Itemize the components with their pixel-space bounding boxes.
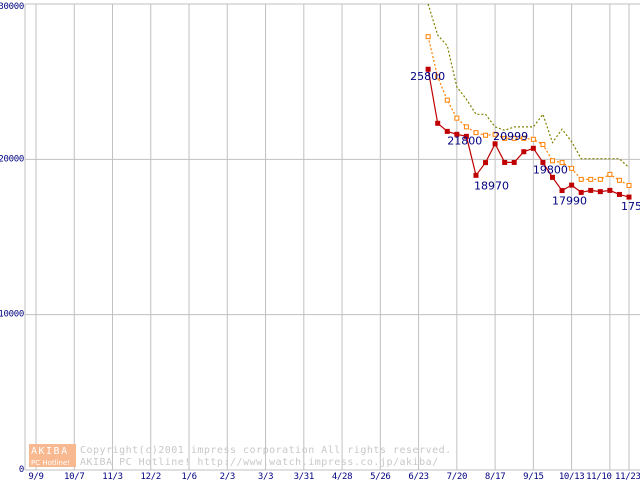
data-point-min: [454, 131, 460, 137]
x-tick-label: 12/2: [141, 472, 161, 480]
y-tick-label: 10000: [0, 310, 24, 320]
data-point-min: [483, 160, 489, 166]
data-point-average: [616, 177, 622, 183]
data-point-min: [626, 194, 632, 200]
data-point-average: [473, 130, 479, 136]
data-point-average: [540, 142, 546, 148]
data-point-min: [559, 188, 565, 194]
x-tick-label: 1/6: [181, 472, 196, 480]
x-tick-label: 10/13: [559, 472, 585, 480]
series: [425, 3, 632, 200]
y-tick-label: 0: [19, 465, 24, 475]
y-tick-label: 20000: [0, 154, 24, 164]
data-point-min: [425, 66, 431, 72]
data-point-min: [597, 189, 603, 195]
data-point-min: [435, 120, 441, 126]
data-point-min: [521, 149, 527, 155]
data-point-min: [511, 159, 517, 165]
data-point-average: [597, 176, 603, 182]
x-tick-label: 5/26: [370, 472, 390, 480]
series-line-min: [427, 69, 630, 198]
logo-top-bg: [29, 444, 76, 456]
data-point-min: [502, 159, 508, 165]
x-tick-label: 3/31: [294, 472, 314, 480]
data-point-average: [569, 165, 575, 171]
data-point-min: [492, 141, 498, 147]
data-label: 20999: [493, 130, 528, 143]
series-line-max: [427, 3, 630, 169]
logo-bottom-text: PC Hotline!: [31, 459, 70, 467]
data-point-min: [473, 172, 479, 178]
data-point-average: [492, 131, 498, 137]
data-point-average: [521, 135, 527, 141]
x-tick-label: 11/3: [102, 472, 122, 480]
x-tick-label: 10/7: [64, 472, 84, 480]
data-point-average: [578, 176, 584, 182]
x-tick-label: 11/10: [586, 472, 612, 480]
data-point-average: [530, 136, 536, 142]
data-point-min: [588, 187, 594, 193]
data-point-average: [435, 74, 441, 80]
data-point-average: [588, 176, 594, 182]
data-point-average: [559, 160, 565, 166]
grid: [24, 3, 640, 471]
x-tick-label: 9/15: [523, 472, 543, 480]
data-point-average: [425, 34, 431, 40]
data-point-average: [444, 97, 450, 103]
data-point-min: [616, 191, 622, 197]
x-tick-label: 11/23: [615, 472, 640, 480]
data-point-average: [463, 124, 469, 130]
data-point-min: [549, 174, 555, 180]
watermark: AKIBA PC Hotline! Copyright(c)2001 impre…: [29, 444, 452, 468]
data-label: 25800: [410, 70, 445, 83]
series-line-average: [427, 36, 630, 186]
data-point-average: [502, 135, 508, 141]
data-point-min: [540, 159, 546, 165]
data-point-min: [463, 133, 469, 139]
x-tick-label: 7/20: [447, 472, 467, 480]
data-label: 21800: [447, 134, 482, 147]
data-point-average: [549, 158, 555, 164]
x-tick-label: 6/23: [408, 472, 428, 480]
data-point-min: [578, 189, 584, 195]
data-label: 18970: [474, 179, 509, 192]
x-tick-label: 8/17: [485, 472, 505, 480]
x-tick-label: 9/9: [28, 472, 43, 480]
data-label: 17990: [552, 195, 587, 208]
data-point-min: [530, 145, 536, 151]
url-text: AKIBA PC Hotline! http://www.watch.impre…: [80, 457, 439, 468]
data-point-min: [607, 187, 613, 193]
data-point-min: [444, 128, 450, 134]
data-point-average: [511, 135, 517, 141]
data-point-average: [607, 171, 613, 177]
x-tick-label: 3/3: [258, 472, 273, 480]
x-tick-label: 4/28: [332, 472, 352, 480]
annotations: 25800 21800 18970 20999 19800 17990 17570: [410, 70, 640, 213]
copyright-text: Copyright(c)2001 impress corporation All…: [80, 445, 452, 456]
y-tick-label: 30000: [0, 2, 24, 12]
logo-top-text: AKIBA: [31, 446, 69, 457]
logo-bottom-bg: [29, 456, 76, 467]
data-point-average: [626, 182, 632, 188]
x-tick-label: 2/3: [220, 472, 235, 480]
data-label: 19800: [533, 163, 568, 176]
data-point-min: [569, 182, 575, 188]
data-point-average: [454, 115, 460, 121]
data-label: 17570: [621, 200, 640, 213]
data-point-average: [483, 132, 489, 138]
